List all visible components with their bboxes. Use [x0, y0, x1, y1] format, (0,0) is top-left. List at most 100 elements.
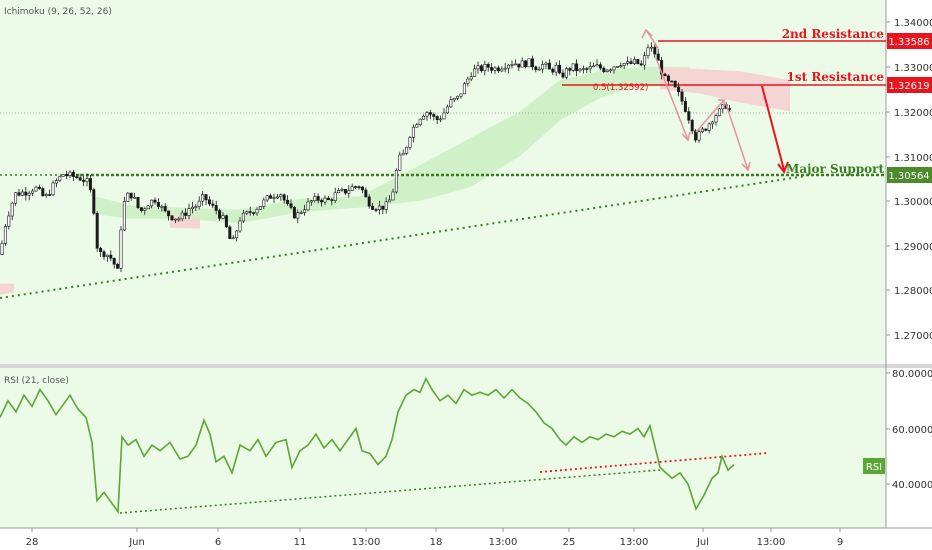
- candle-body: [269, 195, 273, 199]
- candle-body: [139, 207, 143, 211]
- candle-body: [520, 60, 524, 68]
- candle-body: [61, 174, 65, 177]
- cloud-bearish-area: [0, 283, 14, 295]
- price-tick-label: 1.30000: [894, 197, 932, 208]
- candle-body: [639, 63, 643, 66]
- candle-body: [500, 68, 504, 72]
- candle-body: [88, 178, 92, 190]
- candle-body: [656, 53, 660, 61]
- candle-body: [704, 128, 708, 131]
- candle-body: [629, 61, 633, 64]
- time-tick-label: 25: [563, 537, 576, 548]
- first-resistance-value: 1.32619: [888, 81, 929, 92]
- candle-body: [510, 64, 514, 66]
- candle-body: [286, 199, 290, 204]
- candle-body: [568, 68, 572, 71]
- candle-body: [517, 63, 521, 68]
- candle-body: [490, 67, 494, 71]
- fib-label: 0.5(1.32592): [593, 83, 648, 93]
- candle-body: [615, 66, 619, 68]
- candle-body: [326, 197, 330, 201]
- candle-body: [122, 201, 126, 231]
- rsi-badge-bg: [863, 458, 885, 474]
- candle-body: [194, 206, 198, 208]
- candle-body: [252, 212, 256, 214]
- time-tick-label: 28: [26, 537, 39, 548]
- candle-body: [323, 197, 327, 203]
- candle-body: [663, 73, 667, 77]
- candle-body: [425, 112, 429, 117]
- candle-body: [238, 220, 242, 232]
- candle-body: [462, 83, 466, 95]
- time-tick-label: 18: [430, 537, 443, 548]
- candle-body: [653, 46, 657, 55]
- candle-body: [197, 200, 201, 207]
- price-axis[interactable]: 1.34000 1.33000 1.32000 1.31000 1.30000 1.290…: [886, 18, 932, 342]
- candle-body: [173, 218, 177, 221]
- time-axis[interactable]: 28 Jun 6 11 13:00 18 13:00 25 13:00 Jul 13:00 9: [26, 528, 844, 548]
- candle-body: [595, 64, 599, 67]
- candle-body: [564, 68, 568, 78]
- pane-divider[interactable]: [0, 364, 932, 368]
- candle-body: [214, 205, 218, 211]
- price-tick-label: 1.33000: [894, 63, 932, 74]
- projection-arrows: [641, 28, 751, 172]
- candle-body: [255, 209, 259, 214]
- candle-body: [54, 180, 58, 184]
- candle-body: [82, 179, 86, 182]
- candle-body: [687, 111, 691, 121]
- candle-body: [551, 68, 555, 73]
- candle-body: [105, 254, 109, 257]
- time-tick-label: 11: [294, 537, 307, 548]
- candle-body: [354, 186, 358, 188]
- candle-body: [479, 65, 483, 72]
- candle-body: [486, 64, 490, 68]
- candle-body: [592, 65, 596, 68]
- candle-body: [547, 62, 551, 70]
- candle-body: [483, 64, 487, 72]
- candle-body: [116, 263, 120, 269]
- candle-body: [190, 206, 194, 209]
- candle-body: [187, 208, 191, 216]
- candle-body: [71, 171, 75, 177]
- candle-body: [126, 192, 130, 202]
- candle-body: [585, 68, 589, 70]
- candle-body: [333, 192, 337, 201]
- rising-support-trendline: [0, 175, 807, 299]
- time-tick-label: 9: [837, 537, 843, 548]
- candle-body: [619, 65, 623, 67]
- candle-body: [309, 200, 313, 203]
- candle-body: [167, 210, 171, 217]
- candle-body: [207, 199, 211, 205]
- candle-body: [544, 62, 548, 65]
- candle-body: [643, 55, 647, 66]
- candle-body: [666, 75, 670, 82]
- rsi-axis[interactable]: 80.0000 60.0000 40.0000: [886, 369, 932, 491]
- candle-body: [34, 186, 38, 192]
- cloud-bearish-area: [170, 215, 200, 229]
- price-tick-label: 1.29000: [894, 242, 932, 253]
- candle-body: [697, 131, 701, 141]
- candle-body: [381, 205, 385, 210]
- candle-body: [513, 63, 517, 66]
- candle-body: [58, 176, 62, 181]
- ichimoku-label[interactable]: Ichimoku (9, 26, 52, 26): [4, 7, 112, 17]
- candle-body: [292, 207, 296, 219]
- rsi-label[interactable]: RSI (21, close): [4, 376, 69, 386]
- first-resistance-badge: [887, 77, 932, 93]
- candle-body: [153, 199, 157, 203]
- candle-body: [119, 229, 123, 269]
- candle-body: [605, 69, 609, 72]
- candle-body: [442, 112, 446, 120]
- candle-body: [578, 68, 582, 72]
- candle-body: [384, 201, 388, 210]
- candle-body: [343, 189, 347, 194]
- candle-body: [456, 95, 460, 99]
- candle-body: [221, 215, 225, 219]
- candle-body: [224, 215, 228, 228]
- candle-body: [588, 66, 592, 70]
- candle-body: [85, 178, 89, 182]
- time-tick-label: 6: [215, 537, 221, 548]
- candle-body: [541, 64, 545, 70]
- rsi-tick-label: 80.0000: [892, 369, 932, 380]
